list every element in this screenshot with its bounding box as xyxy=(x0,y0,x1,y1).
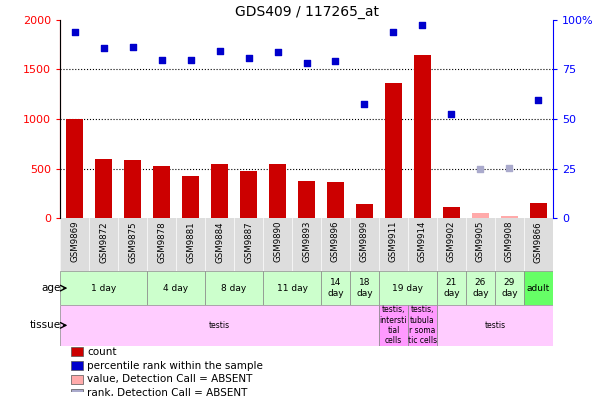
Bar xyxy=(124,160,141,218)
Point xyxy=(447,111,456,117)
Text: count: count xyxy=(87,346,117,356)
Bar xyxy=(95,159,112,218)
Bar xyxy=(524,271,553,305)
Text: GSM9905: GSM9905 xyxy=(476,221,485,263)
Bar xyxy=(321,271,350,305)
Text: GSM9908: GSM9908 xyxy=(505,221,514,263)
Bar xyxy=(153,166,170,218)
Bar xyxy=(182,176,200,218)
Point xyxy=(99,44,108,51)
Bar xyxy=(356,204,373,218)
Point xyxy=(389,29,398,35)
Bar xyxy=(495,271,524,305)
Text: percentile rank within the sample: percentile rank within the sample xyxy=(87,360,263,371)
Bar xyxy=(437,271,466,305)
Title: GDS409 / 117265_at: GDS409 / 117265_at xyxy=(234,5,379,19)
Text: testis: testis xyxy=(209,321,230,330)
Bar xyxy=(379,305,408,345)
Bar xyxy=(413,55,431,218)
Bar xyxy=(298,181,315,218)
Bar xyxy=(66,119,84,218)
Text: GSM9878: GSM9878 xyxy=(157,221,166,263)
Text: GSM9872: GSM9872 xyxy=(99,221,108,263)
Text: 26
day: 26 day xyxy=(472,278,489,298)
Text: 29
day: 29 day xyxy=(501,278,517,298)
Text: tissue: tissue xyxy=(29,320,61,330)
Text: GSM9902: GSM9902 xyxy=(447,221,456,263)
Bar xyxy=(60,305,379,345)
Text: adult: adult xyxy=(527,284,550,293)
Point xyxy=(534,97,543,103)
Bar xyxy=(472,213,489,218)
Text: GSM9896: GSM9896 xyxy=(331,221,340,263)
Bar xyxy=(466,271,495,305)
Point xyxy=(331,58,340,65)
Text: value, Detection Call = ABSENT: value, Detection Call = ABSENT xyxy=(87,375,252,385)
Text: age: age xyxy=(41,283,61,293)
Point xyxy=(359,101,369,107)
Text: GSM9893: GSM9893 xyxy=(302,221,311,263)
Text: 8 day: 8 day xyxy=(221,284,246,293)
Bar xyxy=(71,389,84,396)
Text: 21
day: 21 day xyxy=(443,278,460,298)
Bar xyxy=(205,271,263,305)
Point xyxy=(128,44,138,50)
Bar xyxy=(327,182,344,218)
Text: testis,
tubula
r soma
tic cells: testis, tubula r soma tic cells xyxy=(408,305,437,345)
Text: rank, Detection Call = ABSENT: rank, Detection Call = ABSENT xyxy=(87,388,248,396)
Text: 18
day: 18 day xyxy=(356,278,373,298)
Point xyxy=(302,60,311,67)
Text: 1 day: 1 day xyxy=(91,284,116,293)
Bar xyxy=(437,305,553,345)
Text: GSM9881: GSM9881 xyxy=(186,221,195,263)
Text: 19 day: 19 day xyxy=(392,284,424,293)
Text: 4 day: 4 day xyxy=(163,284,189,293)
Bar xyxy=(71,361,84,370)
Bar xyxy=(211,164,228,218)
Text: GSM9866: GSM9866 xyxy=(534,221,543,263)
Text: GSM9899: GSM9899 xyxy=(360,221,369,262)
Point xyxy=(70,29,79,35)
Bar xyxy=(240,171,257,218)
Bar xyxy=(443,208,460,218)
Point xyxy=(186,57,195,64)
Text: 14
day: 14 day xyxy=(327,278,344,298)
Bar xyxy=(269,164,286,218)
Text: GSM9875: GSM9875 xyxy=(128,221,137,263)
Bar xyxy=(501,216,518,218)
Text: testis: testis xyxy=(484,321,505,330)
Bar xyxy=(263,271,321,305)
Bar xyxy=(147,271,205,305)
Point xyxy=(215,48,224,54)
Bar xyxy=(385,83,402,218)
Bar xyxy=(408,305,437,345)
Bar xyxy=(71,375,84,384)
Bar xyxy=(71,347,84,356)
Bar xyxy=(379,271,437,305)
Text: GSM9884: GSM9884 xyxy=(215,221,224,263)
Point xyxy=(505,164,514,171)
Point xyxy=(418,22,427,28)
Text: 11 day: 11 day xyxy=(276,284,308,293)
Text: GSM9869: GSM9869 xyxy=(70,221,79,263)
Bar xyxy=(60,271,147,305)
Text: GSM9911: GSM9911 xyxy=(389,221,398,263)
Text: GSM9914: GSM9914 xyxy=(418,221,427,263)
Bar xyxy=(350,271,379,305)
Point xyxy=(157,56,166,63)
Point xyxy=(273,48,282,55)
Bar xyxy=(529,203,547,218)
Point xyxy=(244,54,254,61)
Point xyxy=(475,166,485,172)
Text: GSM9887: GSM9887 xyxy=(244,221,253,263)
Text: GSM9890: GSM9890 xyxy=(273,221,282,263)
Text: testis,
intersti
tial
cells: testis, intersti tial cells xyxy=(380,305,407,345)
